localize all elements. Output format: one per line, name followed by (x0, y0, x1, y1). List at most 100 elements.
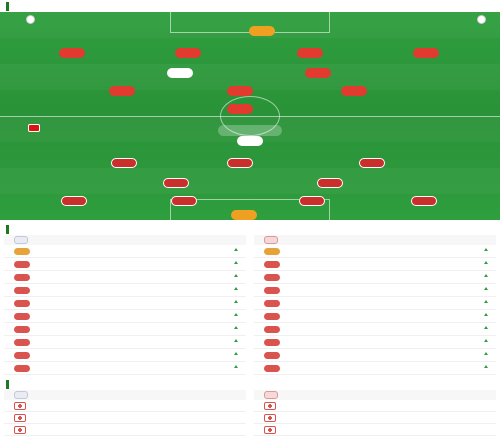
player-home[interactable] (97, 86, 147, 97)
home-formation (28, 124, 44, 132)
player-shirt (167, 68, 193, 78)
sub-player-row[interactable] (254, 271, 496, 284)
sub-player-row[interactable] (254, 258, 496, 271)
player-away[interactable] (215, 158, 265, 169)
sub-on-indicator (234, 352, 240, 355)
player-away[interactable] (287, 196, 337, 207)
home-team-logo-icon (14, 236, 28, 244)
away-injury-rows (254, 400, 496, 436)
section-accent-bar (6, 224, 9, 234)
sub-on-indicator (484, 248, 490, 251)
player-away[interactable] (49, 196, 99, 207)
player-shirt (317, 178, 343, 188)
arrow-up-icon (234, 248, 238, 251)
player-shirt (227, 104, 253, 114)
sub-player-row[interactable] (4, 245, 246, 258)
player-home[interactable] (215, 104, 265, 115)
sub-player-row[interactable] (254, 310, 496, 323)
player-shirt (249, 26, 275, 36)
injury-row[interactable] (4, 412, 246, 424)
injury-row[interactable] (4, 424, 246, 436)
center-circle (220, 96, 280, 136)
medical-cross-icon (14, 425, 26, 434)
player-shirt (175, 48, 201, 58)
sub-player-row[interactable] (4, 310, 246, 323)
player-shirt (59, 48, 85, 58)
player-away[interactable] (305, 178, 355, 189)
arrow-up-icon (234, 313, 238, 316)
shirt-number-badge (264, 325, 280, 333)
sub-player-row[interactable] (4, 284, 246, 297)
shirt-number-badge (14, 312, 30, 320)
sub-player-row[interactable] (254, 362, 496, 375)
player-shirt (359, 158, 385, 168)
sub-player-row[interactable] (4, 323, 246, 336)
player-away[interactable] (99, 158, 149, 169)
injury-row[interactable] (254, 424, 496, 436)
player-home[interactable] (329, 86, 379, 97)
player-shirt (237, 136, 263, 146)
sub-on-indicator (484, 287, 490, 290)
away-team-logo-icon (264, 236, 278, 244)
player-home[interactable] (163, 48, 213, 59)
injury-row[interactable] (254, 400, 496, 412)
player-shirt (227, 86, 253, 96)
injury-row[interactable] (4, 400, 246, 412)
player-away[interactable] (347, 158, 397, 169)
player-away-gk[interactable] (219, 210, 269, 220)
home-team-corner (26, 15, 38, 24)
medical-cross-icon (14, 401, 26, 410)
home-injury-rows (4, 400, 246, 436)
player-home[interactable] (47, 48, 97, 59)
sub-on-indicator (484, 352, 490, 355)
sub-player-row[interactable] (4, 271, 246, 284)
away-team-header (254, 390, 496, 400)
player-home[interactable] (285, 48, 335, 59)
player-shirt (413, 48, 439, 58)
home-subs-list (4, 235, 246, 375)
sub-player-row[interactable] (4, 297, 246, 310)
player-shirt (411, 196, 437, 206)
player-shirt (227, 158, 253, 168)
player-away[interactable] (159, 196, 209, 207)
sub-player-row[interactable] (4, 336, 246, 349)
player-home[interactable] (215, 86, 265, 97)
home-subs-rows (4, 245, 246, 375)
player-shirt (341, 86, 367, 96)
sub-player-row[interactable] (254, 245, 496, 258)
player-home[interactable] (155, 68, 205, 79)
sub-player-row[interactable] (254, 336, 496, 349)
sub-player-row[interactable] (254, 284, 496, 297)
injury-row[interactable] (254, 412, 496, 424)
sub-player-row[interactable] (4, 362, 246, 375)
player-home[interactable] (293, 68, 343, 79)
penalty-box-bottom (170, 199, 330, 220)
sub-player-row[interactable] (4, 258, 246, 271)
shirt-number-badge (264, 299, 280, 307)
sub-player-row[interactable] (254, 349, 496, 362)
shirt-number-badge (14, 351, 30, 359)
sub-on-indicator (484, 274, 490, 277)
shirt-number-badge (14, 273, 30, 281)
shirt-number-badge (264, 312, 280, 320)
sub-player-row[interactable] (4, 349, 246, 362)
shirt-number-badge (264, 351, 280, 359)
shirt-number-badge (14, 338, 30, 346)
player-home-gk[interactable] (237, 26, 287, 37)
shirt-number-badge (14, 325, 30, 333)
player-away[interactable] (399, 196, 449, 207)
sub-on-indicator (484, 365, 490, 368)
shirt-number-badge (14, 247, 30, 255)
medical-cross-icon (264, 413, 276, 422)
player-away[interactable] (225, 136, 275, 147)
arrow-up-icon (484, 300, 488, 303)
sub-on-indicator (234, 300, 240, 303)
player-away[interactable] (151, 178, 201, 189)
sub-on-indicator (234, 339, 240, 342)
sub-player-row[interactable] (254, 297, 496, 310)
shirt-number-badge (264, 286, 280, 294)
sub-player-row[interactable] (254, 323, 496, 336)
arrow-up-icon (234, 300, 238, 303)
player-home[interactable] (401, 48, 451, 59)
